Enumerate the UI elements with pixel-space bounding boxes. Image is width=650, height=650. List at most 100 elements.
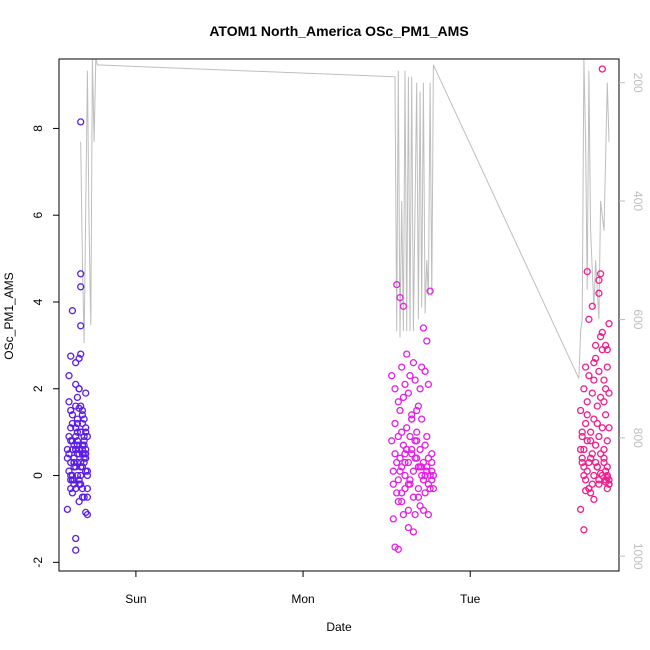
data-point [593,419,601,428]
data-point [423,337,431,345]
data-point [72,445,80,454]
data-point [401,458,409,467]
data-point [73,419,82,428]
data-point [411,376,419,384]
data-point [591,458,600,467]
data-point [403,350,411,358]
data-point [408,415,416,423]
data-point [421,441,429,449]
data-point [73,428,82,436]
data-point [82,428,90,436]
data-point [411,510,419,519]
data-point [67,352,75,360]
data-point [418,471,426,480]
data-point [595,367,603,376]
data-point [399,510,408,519]
data-point [72,380,80,389]
data-point [75,480,83,488]
data-point [404,480,413,488]
data-point [68,489,77,497]
y-tick-label: 4 [31,298,45,305]
data-point [408,411,416,419]
data-point [408,450,416,458]
x-tick-label: Mon [291,592,314,606]
x-tick-label: Tue [460,592,481,606]
data-point [598,328,606,337]
data-point [80,450,88,458]
data-point [394,398,402,406]
data-point [82,445,90,454]
data-point [595,276,603,284]
data-point [605,424,613,432]
data-point [603,346,611,354]
data-point [404,523,413,532]
data-point [70,441,78,449]
data-point [409,493,418,501]
data-point [596,450,605,458]
data-point [603,437,611,445]
data-point [63,505,72,514]
data-point [63,445,72,454]
data-point [409,467,418,475]
data-point [75,354,83,363]
series-middle [388,280,438,553]
data-point [394,497,402,506]
data-point [601,341,610,350]
data-point [393,280,401,289]
data-point [394,476,402,484]
data-point [600,376,608,384]
data-point [419,324,428,332]
secondary-series-line [80,58,610,379]
data-point [77,463,85,471]
data-point [388,372,396,380]
data-point [421,367,429,376]
data-point [581,487,590,495]
data-point [586,437,595,445]
data-point [80,415,88,423]
data-point [68,437,77,445]
data-point [576,406,585,415]
y-tick-label: 6 [31,212,45,219]
data-point [409,359,418,367]
y-axis: -2 0 2 4 6 8 [31,125,59,568]
data-point [403,445,411,454]
data-point [396,467,404,475]
data-point [393,489,401,497]
data-point [419,476,428,484]
data-point [424,510,433,519]
data-point [398,428,406,436]
data-point [73,415,82,423]
data-point [583,411,591,419]
data-point [77,322,85,330]
data-point [588,450,596,458]
data-point [398,489,406,497]
series-late [576,65,613,534]
data-point [423,432,431,441]
data-point [576,445,585,454]
data-point [406,476,414,484]
data-point [389,480,397,488]
data-point [391,450,399,458]
data-point [423,463,431,471]
data-point [391,385,399,393]
data-point [68,476,77,484]
data-point [590,359,598,367]
data-point [429,471,438,480]
y-tick-label: 0 [31,472,45,479]
data-point [80,454,88,462]
data-point [598,424,606,432]
data-point [73,441,82,449]
data-point [78,411,87,419]
data-point [418,415,426,423]
data-point [426,287,434,295]
data-point [590,495,598,504]
data-point [398,497,406,506]
right-tick-label: 400 [631,191,645,211]
data-point [72,424,80,432]
data-point [68,411,77,419]
data-point [585,315,593,323]
data-point [82,389,90,397]
data-point [67,406,75,415]
data-point [590,376,598,384]
